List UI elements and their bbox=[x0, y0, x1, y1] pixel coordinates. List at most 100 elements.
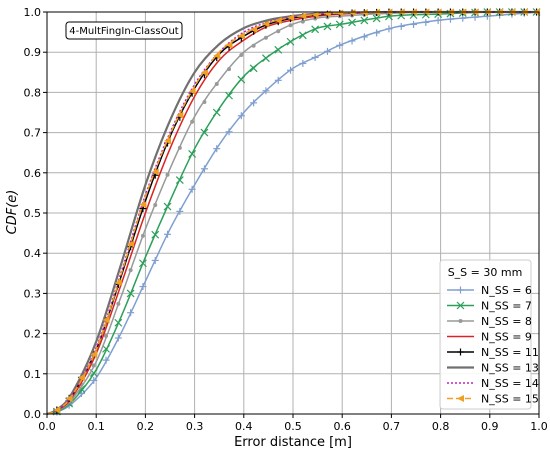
y-tick-label: 0.4 bbox=[24, 247, 42, 260]
y-tick-label: 0.9 bbox=[24, 46, 42, 59]
series-marker bbox=[213, 145, 221, 153]
axis-ticks: 0.0 0.1 0.2 0.3 0.4 0.5 0.6 0.7 0.8 0.9 1.0 0.0 0.1 0… bbox=[24, 6, 548, 433]
legend-marker bbox=[458, 319, 463, 323]
series-marker bbox=[188, 185, 196, 193]
series-marker bbox=[165, 172, 170, 177]
y-tick-label: 0.8 bbox=[24, 86, 42, 99]
legend-entry: N_SS = 7 bbox=[447, 300, 532, 313]
series-marker bbox=[397, 22, 405, 30]
x-tick-label: 0.8 bbox=[432, 420, 450, 433]
series-marker bbox=[114, 334, 122, 342]
series-marker bbox=[65, 395, 73, 403]
series-marker bbox=[239, 53, 244, 58]
legend-entry: N_SS = 9 bbox=[447, 331, 532, 344]
series-marker bbox=[372, 14, 381, 23]
series-marker bbox=[114, 279, 122, 287]
y-tick-label: 0.0 bbox=[24, 408, 42, 421]
series-marker bbox=[212, 108, 221, 117]
y-tick-label: 0.5 bbox=[24, 207, 42, 220]
series-marker bbox=[116, 301, 121, 306]
series-marker bbox=[188, 87, 196, 95]
x-tick-label: 0.7 bbox=[383, 420, 401, 433]
legend-label: N_SS = 6 bbox=[481, 284, 532, 297]
legend-marker bbox=[457, 348, 464, 356]
series-marker bbox=[102, 316, 110, 324]
series-marker bbox=[91, 363, 96, 368]
series-marker bbox=[348, 9, 356, 17]
series-marker bbox=[176, 111, 184, 119]
series-marker bbox=[410, 20, 418, 28]
x-tick-label: 0.1 bbox=[87, 420, 105, 433]
legend-label: N_SS = 9 bbox=[481, 331, 532, 344]
series-marker bbox=[53, 406, 61, 414]
series-marker bbox=[287, 66, 295, 74]
legend-label: N_SS = 13 bbox=[481, 362, 539, 375]
series-marker bbox=[335, 20, 344, 29]
series-marker bbox=[298, 31, 307, 40]
series-marker bbox=[237, 112, 245, 120]
series-marker bbox=[200, 69, 208, 77]
series-marker bbox=[251, 43, 256, 48]
y-tick-label: 0.3 bbox=[24, 287, 42, 300]
series-marker bbox=[348, 37, 356, 45]
legend-entry: N_SS = 15 bbox=[447, 393, 539, 406]
x-tick-label: 0.4 bbox=[235, 420, 253, 433]
series-marker bbox=[237, 75, 246, 84]
series-marker bbox=[422, 18, 430, 26]
legend: S_S = 30 mm N_SS = 6N_SS = 7N_SS = 8N_SS… bbox=[439, 259, 539, 410]
series-marker bbox=[237, 32, 245, 40]
y-axis-label: CDF(e) bbox=[5, 190, 20, 235]
series-marker bbox=[202, 100, 207, 105]
series-marker bbox=[287, 14, 295, 22]
series-marker bbox=[250, 26, 258, 34]
legend-entry: N_SS = 14 bbox=[447, 377, 539, 390]
series-marker bbox=[274, 17, 282, 25]
y-tick-label: 0.1 bbox=[24, 368, 42, 381]
series-marker bbox=[104, 334, 109, 339]
series-marker bbox=[102, 356, 110, 364]
x-axis-label: Error distance [m] bbox=[234, 435, 352, 450]
series-marker bbox=[446, 15, 454, 23]
legend-label: N_SS = 15 bbox=[481, 393, 539, 406]
legend-entry: N_SS = 13 bbox=[447, 362, 539, 375]
x-tick-label: 1.0 bbox=[530, 420, 548, 433]
series-marker bbox=[151, 256, 159, 264]
series-marker bbox=[262, 54, 270, 63]
series-marker bbox=[311, 11, 319, 19]
series-marker bbox=[299, 12, 307, 20]
series-marker bbox=[153, 202, 158, 207]
series-marker bbox=[323, 47, 331, 55]
series-marker bbox=[128, 268, 133, 273]
legend-items: N_SS = 6 N_SS = 7 N_SS = 8 N_SS = 9 N_SS = 1… bbox=[447, 284, 539, 406]
series-marker bbox=[139, 283, 147, 291]
series-marker bbox=[90, 350, 98, 358]
series-marker bbox=[434, 16, 442, 24]
x-tick-label: 0.5 bbox=[284, 420, 302, 433]
series-marker bbox=[360, 33, 368, 41]
legend-frame bbox=[439, 259, 532, 410]
series-marker bbox=[190, 119, 195, 124]
series-marker bbox=[188, 149, 197, 158]
legend-marker bbox=[456, 301, 465, 310]
series-marker bbox=[348, 18, 356, 27]
series-line bbox=[46, 11, 539, 415]
legend-marker bbox=[457, 395, 464, 402]
series-marker bbox=[225, 128, 233, 136]
series-marker bbox=[262, 87, 270, 95]
series-marker bbox=[139, 259, 147, 268]
x-tick-label: 0.2 bbox=[137, 420, 155, 433]
series-marker bbox=[177, 145, 182, 150]
legend-entry: N_SS = 8 bbox=[447, 315, 532, 328]
series-marker bbox=[311, 53, 319, 61]
annotation-box: 4-MultFingIn-ClassOut bbox=[65, 21, 183, 40]
series-marker bbox=[151, 168, 159, 176]
annotation-frame bbox=[65, 21, 183, 40]
series-marker bbox=[200, 165, 208, 173]
series-marker bbox=[262, 20, 270, 28]
series-marker bbox=[249, 64, 258, 73]
y-tick-label: 1.0 bbox=[24, 6, 42, 19]
series-marker bbox=[163, 202, 172, 211]
series-marker bbox=[274, 45, 283, 54]
series-marker bbox=[175, 176, 184, 184]
series-marker bbox=[373, 29, 381, 37]
